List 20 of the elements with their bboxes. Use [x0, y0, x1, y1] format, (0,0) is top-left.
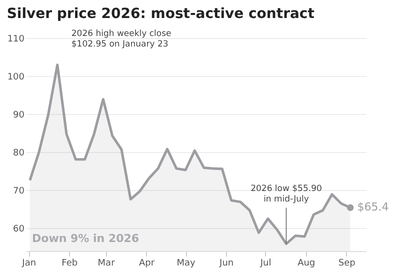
- x-tick-label: Jul: [259, 258, 272, 268]
- y-tick-label: 90: [13, 110, 25, 121]
- x-tick-label: Jun: [218, 258, 234, 268]
- y-tick-label: 70: [13, 186, 25, 197]
- x-tick-label: Mar: [98, 258, 116, 268]
- x-tick-label: May: [176, 258, 196, 268]
- annotation: Down 9% in 2026: [32, 232, 140, 245]
- x-tick-label: Feb: [62, 258, 78, 268]
- y-tick-label: 100: [7, 72, 25, 83]
- x-tick-label: Jan: [21, 258, 36, 268]
- x-tick-label: Apr: [139, 258, 155, 268]
- y-tick-label: 80: [13, 148, 25, 159]
- annotation: 2026 high weekly close $102.95 on January 23: [71, 28, 172, 50]
- y-tick-label: 60: [13, 224, 25, 235]
- y-tick-label: 110: [7, 34, 25, 44]
- annotation: $65.4: [357, 200, 389, 214]
- x-tick-label: Aug: [298, 258, 316, 268]
- annotation: 2026 low $55.90 in mid-July: [250, 184, 322, 204]
- x-tick-label: Sep: [338, 258, 356, 268]
- chart-title: Silver price 2026: most-active contract: [6, 6, 315, 22]
